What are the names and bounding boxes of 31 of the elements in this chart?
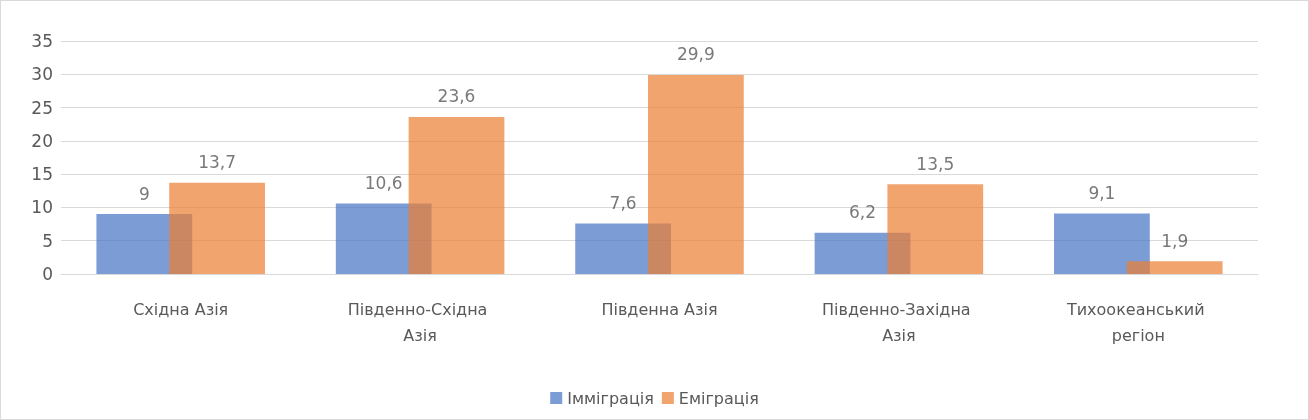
- data-label: 1,9: [1161, 230, 1189, 251]
- y-tick-label: 10: [31, 197, 53, 218]
- bar: [1126, 261, 1223, 274]
- data-label: 29,9: [676, 44, 715, 65]
- x-tick-label: Південно-Західна Азія: [822, 299, 976, 345]
- y-tick-label: 25: [31, 97, 53, 118]
- x-tick-label: Південно-Східна Азія: [347, 299, 493, 345]
- data-label: 10,6: [364, 172, 403, 193]
- data-label: 7,6: [609, 192, 637, 213]
- bar: [408, 116, 505, 274]
- y-tick-label: 0: [42, 264, 53, 284]
- y-tick-label: 35: [31, 31, 53, 51]
- bar: [887, 184, 984, 274]
- y-tick-label: 20: [31, 130, 53, 151]
- x-tick-label: Східна Азія: [133, 299, 229, 319]
- legend-label: Еміграція: [678, 388, 759, 408]
- y-tick-label: 30: [31, 64, 53, 85]
- data-label: 9,1: [1088, 182, 1116, 203]
- y-tick-label: 5: [42, 230, 53, 251]
- data-label: 9: [138, 183, 150, 204]
- bar: [648, 74, 744, 274]
- y-tick-label: 15: [31, 164, 53, 185]
- x-tick-label: Південна Азія: [601, 299, 718, 319]
- legend-label: Імміграція: [567, 388, 654, 408]
- data-label: 13,5: [916, 153, 955, 174]
- data-label: 13,7: [198, 152, 237, 173]
- data-label: 6,2: [848, 202, 877, 223]
- bar: [1054, 213, 1150, 274]
- x-tick-label: Тихоокеанський регіон: [1065, 299, 1210, 345]
- data-label: 23,6: [437, 86, 476, 107]
- bar: [169, 182, 265, 274]
